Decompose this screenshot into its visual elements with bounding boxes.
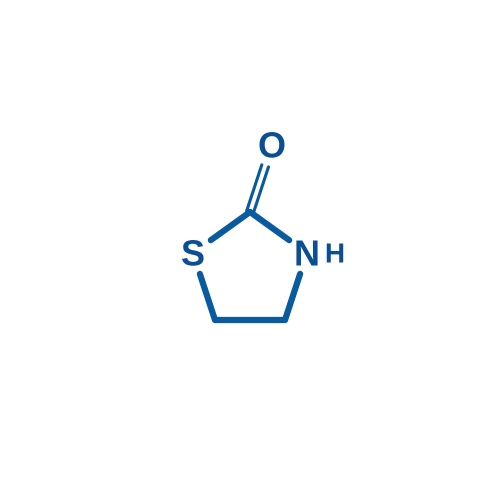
molecule-diagram: O S NH (0, 0, 500, 500)
atom-label-o: O (258, 125, 286, 166)
bond (250, 212, 289, 240)
atom-label-n: N (294, 233, 320, 274)
bond (285, 274, 300, 320)
atom-label-h: H (325, 238, 345, 269)
atom-label-s: S (181, 233, 205, 274)
bond (247, 165, 262, 211)
bond (211, 212, 250, 240)
bond (200, 274, 215, 320)
bond (253, 167, 268, 213)
